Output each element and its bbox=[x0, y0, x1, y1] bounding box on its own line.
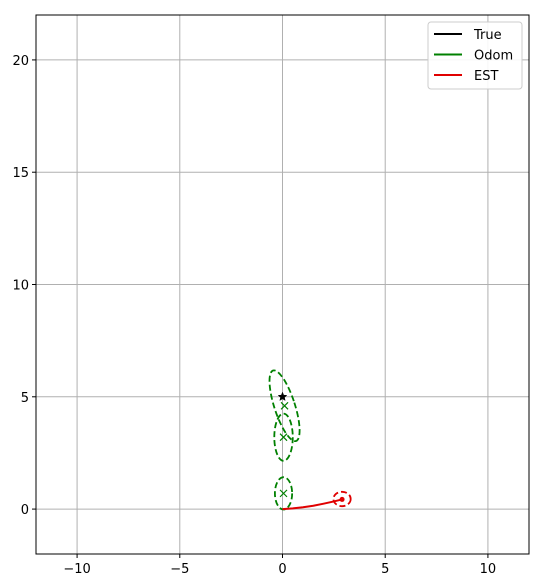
ticks: −10 −5 0 5 10 0 5 10 15 20 bbox=[12, 54, 496, 577]
x-tick-label: 5 bbox=[381, 562, 389, 577]
y-tick-label: 20 bbox=[12, 54, 29, 69]
y-tick-label: 10 bbox=[12, 279, 29, 294]
est-current-point bbox=[339, 496, 345, 502]
legend: True Odom EST bbox=[427, 21, 523, 90]
x-tick-label: −10 bbox=[63, 562, 90, 577]
y-tick-label: 15 bbox=[12, 166, 29, 181]
true-position-point bbox=[277, 391, 288, 401]
y-tick-label: 5 bbox=[21, 391, 29, 406]
legend-label-odom: Odom bbox=[474, 49, 513, 64]
x-tick-label: 0 bbox=[278, 562, 286, 577]
odom-point bbox=[279, 433, 288, 442]
odom-point bbox=[279, 489, 288, 498]
est-covariance-ellipse bbox=[332, 490, 352, 508]
y-tick-label: 0 bbox=[21, 503, 29, 518]
data-layer bbox=[268, 369, 352, 511]
odom-point bbox=[280, 401, 289, 410]
legend-box bbox=[427, 21, 523, 90]
x-tick-label: 10 bbox=[480, 562, 497, 577]
legend-label-true: True bbox=[473, 28, 502, 43]
x-tick-label: −5 bbox=[170, 562, 189, 577]
odom-covariance-ellipse bbox=[273, 412, 294, 462]
legend-label-est: EST bbox=[474, 69, 498, 84]
odom-covariance-ellipse bbox=[268, 369, 301, 443]
